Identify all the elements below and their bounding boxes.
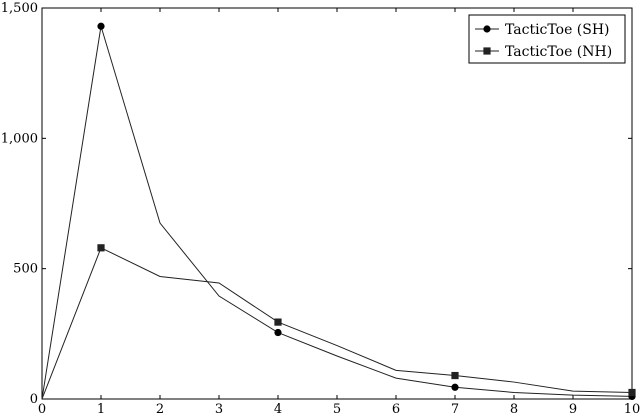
axes [41, 7, 633, 400]
data-point-marker [97, 22, 105, 30]
series-nh [41, 244, 636, 400]
legend-entry: TacticToe (NH) [475, 44, 612, 60]
data-point-marker [451, 383, 459, 391]
tick-marks [41, 7, 633, 400]
series-lines [41, 22, 636, 400]
data-point-marker [274, 318, 282, 326]
x-tick-label: 1 [97, 402, 105, 415]
x-tick-labels: 0 1 2 3 4 5 6 7 8 9 10 [38, 402, 640, 415]
y-tick-label: 1,000 [1, 131, 38, 146]
x-tick-label: 5 [333, 402, 341, 415]
x-tick-label: 8 [510, 402, 518, 415]
x-tick-label: 2 [156, 402, 164, 415]
legend-box [468, 14, 626, 64]
series-line [41, 247, 633, 400]
data-point-marker [628, 388, 636, 397]
legend-label: TacticToe (SH) [505, 22, 610, 38]
legend-label: TacticToe (NH) [505, 44, 612, 60]
plot-frame [41, 7, 633, 400]
x-tick-label: 10 [624, 402, 640, 415]
legend-marker [483, 25, 491, 33]
legend-entry: TacticToe (SH) [475, 22, 610, 38]
data-point-marker [274, 328, 282, 337]
series-sh [41, 22, 636, 400]
x-tick-label: 6 [392, 402, 400, 415]
x-tick-label: 4 [274, 402, 282, 415]
y-tick-labels: 0 500 1,000 1,500 [1, 1, 38, 407]
x-tick-label: 3 [215, 402, 223, 415]
series-line [41, 26, 633, 400]
data-point-marker [451, 371, 459, 380]
legend: TacticToe (SH) TacticToe (NH) [468, 14, 626, 64]
x-tick-label: 0 [38, 402, 46, 415]
data-point-marker [97, 244, 105, 252]
y-tick-label: 0 [30, 392, 38, 407]
legend-marker [483, 47, 491, 55]
y-tick-label: 1,500 [1, 1, 38, 16]
y-tick-label: 500 [13, 262, 38, 277]
x-tick-label: 9 [569, 402, 577, 415]
x-tick-label: 7 [451, 402, 459, 415]
